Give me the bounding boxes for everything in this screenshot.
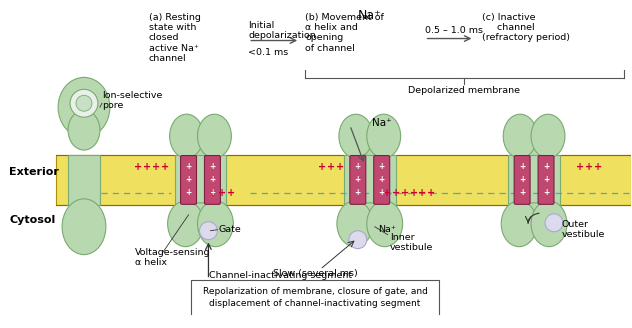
Ellipse shape: [167, 201, 204, 247]
Text: +: +: [228, 188, 236, 198]
Text: Initial
depolarization: Initial depolarization: [248, 21, 316, 40]
Text: displacement of channel-inactivating segment: displacement of channel-inactivating seg…: [209, 299, 421, 308]
Text: Slow (several ms): Slow (several ms): [272, 269, 357, 277]
Ellipse shape: [348, 203, 392, 235]
Text: +: +: [355, 188, 361, 197]
Text: +: +: [355, 175, 361, 184]
Text: +: +: [576, 162, 584, 172]
Text: +: +: [543, 188, 549, 197]
Text: +: +: [379, 188, 385, 197]
Text: (c) Inactive
     channel
(refractory period): (c) Inactive channel (refractory period): [482, 13, 570, 42]
Ellipse shape: [58, 77, 110, 137]
Bar: [174, 155, 226, 205]
Text: +: +: [327, 162, 335, 172]
Text: Repolarization of membrane, closure of gate, and: Repolarization of membrane, closure of g…: [203, 287, 427, 297]
Text: +: +: [185, 175, 191, 184]
Circle shape: [349, 231, 367, 249]
Ellipse shape: [512, 203, 556, 235]
Text: Cytosol: Cytosol: [9, 215, 56, 225]
Ellipse shape: [179, 203, 222, 235]
FancyBboxPatch shape: [205, 155, 221, 204]
Ellipse shape: [514, 131, 554, 159]
Ellipse shape: [501, 201, 537, 247]
Text: +: +: [379, 175, 385, 184]
Text: Gate: Gate: [219, 225, 241, 234]
Ellipse shape: [367, 114, 401, 158]
Text: Inner
vestibule: Inner vestibule: [390, 233, 433, 252]
Circle shape: [545, 214, 563, 232]
Text: 0.5 – 1.0 ms: 0.5 – 1.0 ms: [425, 26, 483, 34]
Text: Exterior: Exterior: [9, 167, 59, 177]
Bar: [68, 155, 100, 205]
Text: +: +: [543, 175, 549, 184]
Text: +: +: [336, 162, 344, 172]
Ellipse shape: [337, 201, 373, 247]
Bar: [508, 155, 560, 205]
Text: (b) Movement of
α helix and
opening
of channel: (b) Movement of α helix and opening of c…: [305, 13, 384, 53]
Text: Outer
vestibule: Outer vestibule: [562, 220, 605, 239]
Text: Ion-selective
pore: Ion-selective pore: [102, 91, 162, 110]
Text: +: +: [143, 162, 151, 172]
Text: +: +: [134, 162, 142, 172]
Text: +: +: [427, 188, 435, 198]
Text: <0.1 ms: <0.1 ms: [248, 49, 289, 57]
Text: Na⁺: Na⁺: [378, 225, 396, 234]
Text: Channel-inactivating segment: Channel-inactivating segment: [209, 271, 352, 280]
FancyBboxPatch shape: [514, 155, 530, 204]
Text: +: +: [392, 188, 399, 198]
Text: +: +: [355, 162, 361, 171]
Text: +: +: [585, 162, 593, 172]
Text: +: +: [185, 188, 191, 197]
Text: +: +: [401, 188, 409, 198]
Text: +: +: [209, 188, 217, 198]
Text: +: +: [382, 188, 391, 198]
Ellipse shape: [62, 199, 106, 255]
Ellipse shape: [350, 131, 390, 159]
FancyBboxPatch shape: [181, 155, 197, 204]
Text: +: +: [418, 188, 427, 198]
Ellipse shape: [367, 201, 403, 247]
Text: +: +: [209, 162, 216, 171]
Ellipse shape: [198, 114, 231, 158]
Ellipse shape: [531, 201, 567, 247]
Text: +: +: [543, 162, 549, 171]
Text: +: +: [410, 188, 418, 198]
Bar: [344, 155, 396, 205]
Ellipse shape: [70, 89, 98, 117]
FancyBboxPatch shape: [350, 155, 366, 204]
Text: +: +: [185, 162, 191, 171]
Ellipse shape: [76, 95, 92, 111]
Text: +: +: [519, 162, 525, 171]
Text: +: +: [593, 162, 602, 172]
Bar: [56, 155, 631, 205]
Ellipse shape: [68, 110, 100, 150]
Ellipse shape: [339, 114, 373, 158]
Ellipse shape: [531, 114, 565, 158]
Text: +: +: [379, 162, 385, 171]
Ellipse shape: [169, 114, 204, 158]
FancyBboxPatch shape: [538, 155, 554, 204]
Text: +: +: [209, 188, 216, 197]
Text: +: +: [519, 188, 525, 197]
Circle shape: [200, 222, 217, 240]
Text: Depolarized membrane: Depolarized membrane: [408, 86, 520, 95]
Text: +: +: [318, 162, 326, 172]
Text: +: +: [152, 162, 160, 172]
Ellipse shape: [503, 114, 537, 158]
Text: +: +: [209, 175, 216, 184]
Text: Na⁺: Na⁺: [372, 118, 391, 128]
Text: Na⁺: Na⁺: [358, 9, 382, 22]
Text: Voltage-sensing
α helix: Voltage-sensing α helix: [135, 248, 210, 267]
Ellipse shape: [198, 201, 233, 247]
Text: (a) Resting
state with
closed
active Na⁺
channel: (a) Resting state with closed active Na⁺…: [149, 13, 200, 63]
FancyBboxPatch shape: [374, 155, 390, 204]
Ellipse shape: [181, 131, 221, 159]
Text: +: +: [161, 162, 169, 172]
Text: +: +: [218, 188, 226, 198]
Text: +: +: [519, 175, 525, 184]
